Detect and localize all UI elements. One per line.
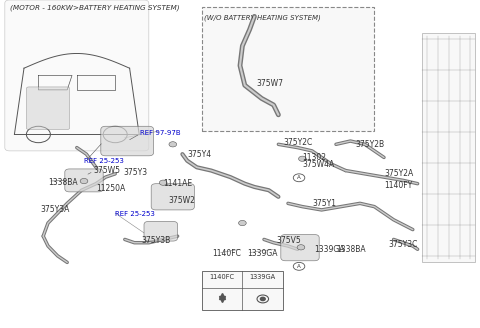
Circle shape <box>299 156 306 161</box>
Text: 1338BA: 1338BA <box>336 245 366 255</box>
FancyBboxPatch shape <box>281 235 319 261</box>
Text: 1140FC: 1140FC <box>213 249 241 258</box>
Text: 375W7: 375W7 <box>257 79 284 88</box>
FancyBboxPatch shape <box>202 271 283 310</box>
FancyBboxPatch shape <box>65 169 103 192</box>
FancyBboxPatch shape <box>26 87 70 130</box>
Text: 375Y2C: 375Y2C <box>283 138 312 147</box>
Text: 1338BA: 1338BA <box>48 177 78 187</box>
FancyBboxPatch shape <box>151 184 194 210</box>
Text: 375W5: 375W5 <box>94 166 120 175</box>
Text: 375V5: 375V5 <box>276 236 301 245</box>
Text: 375Y2A: 375Y2A <box>384 169 413 178</box>
FancyBboxPatch shape <box>5 0 149 151</box>
Text: 375Y2B: 375Y2B <box>355 140 384 149</box>
Text: 1140FY: 1140FY <box>384 181 412 190</box>
Text: 1339GA: 1339GA <box>248 249 278 258</box>
Text: 375Y3A: 375Y3A <box>41 205 70 215</box>
Text: A: A <box>297 264 301 269</box>
Text: (W/O BATTERY HEATING SYSTEM): (W/O BATTERY HEATING SYSTEM) <box>204 15 321 21</box>
Circle shape <box>261 297 265 300</box>
Text: (MOTOR - 160KW>BATTERY HEATING SYSTEM): (MOTOR - 160KW>BATTERY HEATING SYSTEM) <box>10 5 179 11</box>
Text: A: A <box>297 175 301 180</box>
Text: 1141AE: 1141AE <box>163 179 192 188</box>
FancyBboxPatch shape <box>144 221 178 241</box>
Text: 11302: 11302 <box>302 153 326 162</box>
Text: 375Y1: 375Y1 <box>312 199 336 208</box>
Circle shape <box>239 220 246 226</box>
Text: REF 97-97B: REF 97-97B <box>140 130 181 136</box>
Text: 375W4A: 375W4A <box>302 160 335 169</box>
Circle shape <box>169 142 177 147</box>
Text: 375Y3C: 375Y3C <box>389 240 418 249</box>
Circle shape <box>297 245 305 250</box>
Text: 375Y3B: 375Y3B <box>142 236 171 245</box>
Circle shape <box>159 180 167 185</box>
FancyBboxPatch shape <box>101 126 154 156</box>
Text: 1140FC: 1140FC <box>209 274 235 279</box>
Text: 1339GA: 1339GA <box>314 245 345 254</box>
Text: 11250A: 11250A <box>96 184 125 193</box>
FancyBboxPatch shape <box>422 33 475 262</box>
Text: 375Y4: 375Y4 <box>187 150 211 159</box>
Text: 375W2: 375W2 <box>168 195 195 205</box>
FancyBboxPatch shape <box>202 7 374 131</box>
Text: 1339GA: 1339GA <box>250 274 276 279</box>
Circle shape <box>80 178 88 184</box>
Text: 375Y3: 375Y3 <box>124 168 148 177</box>
Text: REF 25-253: REF 25-253 <box>84 158 124 164</box>
Text: REF 25-253: REF 25-253 <box>115 211 155 217</box>
